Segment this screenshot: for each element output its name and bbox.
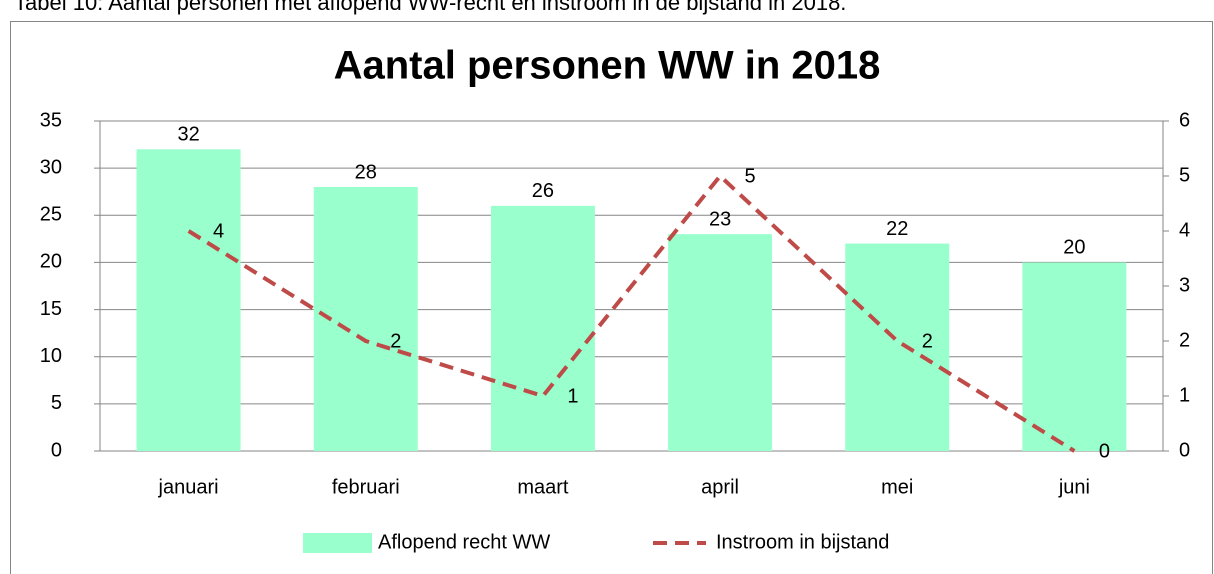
line-value-label: 0 xyxy=(1099,440,1110,462)
legend-label: Aflopend recht WW xyxy=(378,531,550,553)
x-tick-label: januari xyxy=(158,476,219,498)
y-tick-label: 15 xyxy=(40,298,62,320)
y-tick-label: 10 xyxy=(40,345,62,367)
y-tick-label: 30 xyxy=(40,156,62,178)
bar xyxy=(1022,262,1127,451)
line-value-label: 2 xyxy=(922,330,933,352)
bar xyxy=(845,243,950,451)
y-tick-label: 35 xyxy=(40,109,62,131)
line xyxy=(187,173,1076,453)
y2-tick-label: 3 xyxy=(1179,274,1190,296)
x-tick-label: april xyxy=(701,476,739,498)
bar-value-label: 32 xyxy=(177,124,199,146)
bar-value-label: 23 xyxy=(709,208,731,230)
caption: Tabel 10: Aantal personen met aflopend W… xyxy=(14,0,846,15)
y-tick-label: 0 xyxy=(51,439,62,461)
bar-value-label: 28 xyxy=(355,161,377,183)
y-tick-label: 20 xyxy=(40,251,62,273)
legend-swatch xyxy=(303,533,372,553)
bar xyxy=(490,205,595,451)
y2-tick-label: 1 xyxy=(1179,384,1190,406)
bar xyxy=(668,234,773,451)
y2-tick-label: 5 xyxy=(1179,164,1190,186)
y2-tick-label: 6 xyxy=(1179,109,1190,131)
bar-value-label: 26 xyxy=(532,180,554,202)
line-value-label: 1 xyxy=(567,385,578,407)
line-value-label: 2 xyxy=(390,330,401,352)
y2-tick-label: 0 xyxy=(1179,439,1190,461)
x-tick-label: maart xyxy=(517,476,569,498)
line-value-label: 5 xyxy=(745,165,756,187)
y-tick-label: 25 xyxy=(40,204,62,226)
legend-label: Instroom in bijstand xyxy=(716,531,889,553)
bar xyxy=(136,149,241,452)
y-tick-label: 5 xyxy=(51,392,62,414)
bar-value-label: 22 xyxy=(886,218,908,240)
y2-tick-label: 4 xyxy=(1179,219,1190,241)
y2-tick-label: 2 xyxy=(1179,329,1190,351)
x-tick-label: mei xyxy=(881,476,913,498)
bar-value-label: 20 xyxy=(1063,237,1085,259)
chart-title: Aantal personen WW in 2018 xyxy=(334,44,881,88)
x-tick-label: februari xyxy=(332,476,400,498)
x-tick-label: juni xyxy=(1058,476,1090,498)
line-value-label: 4 xyxy=(213,220,224,242)
